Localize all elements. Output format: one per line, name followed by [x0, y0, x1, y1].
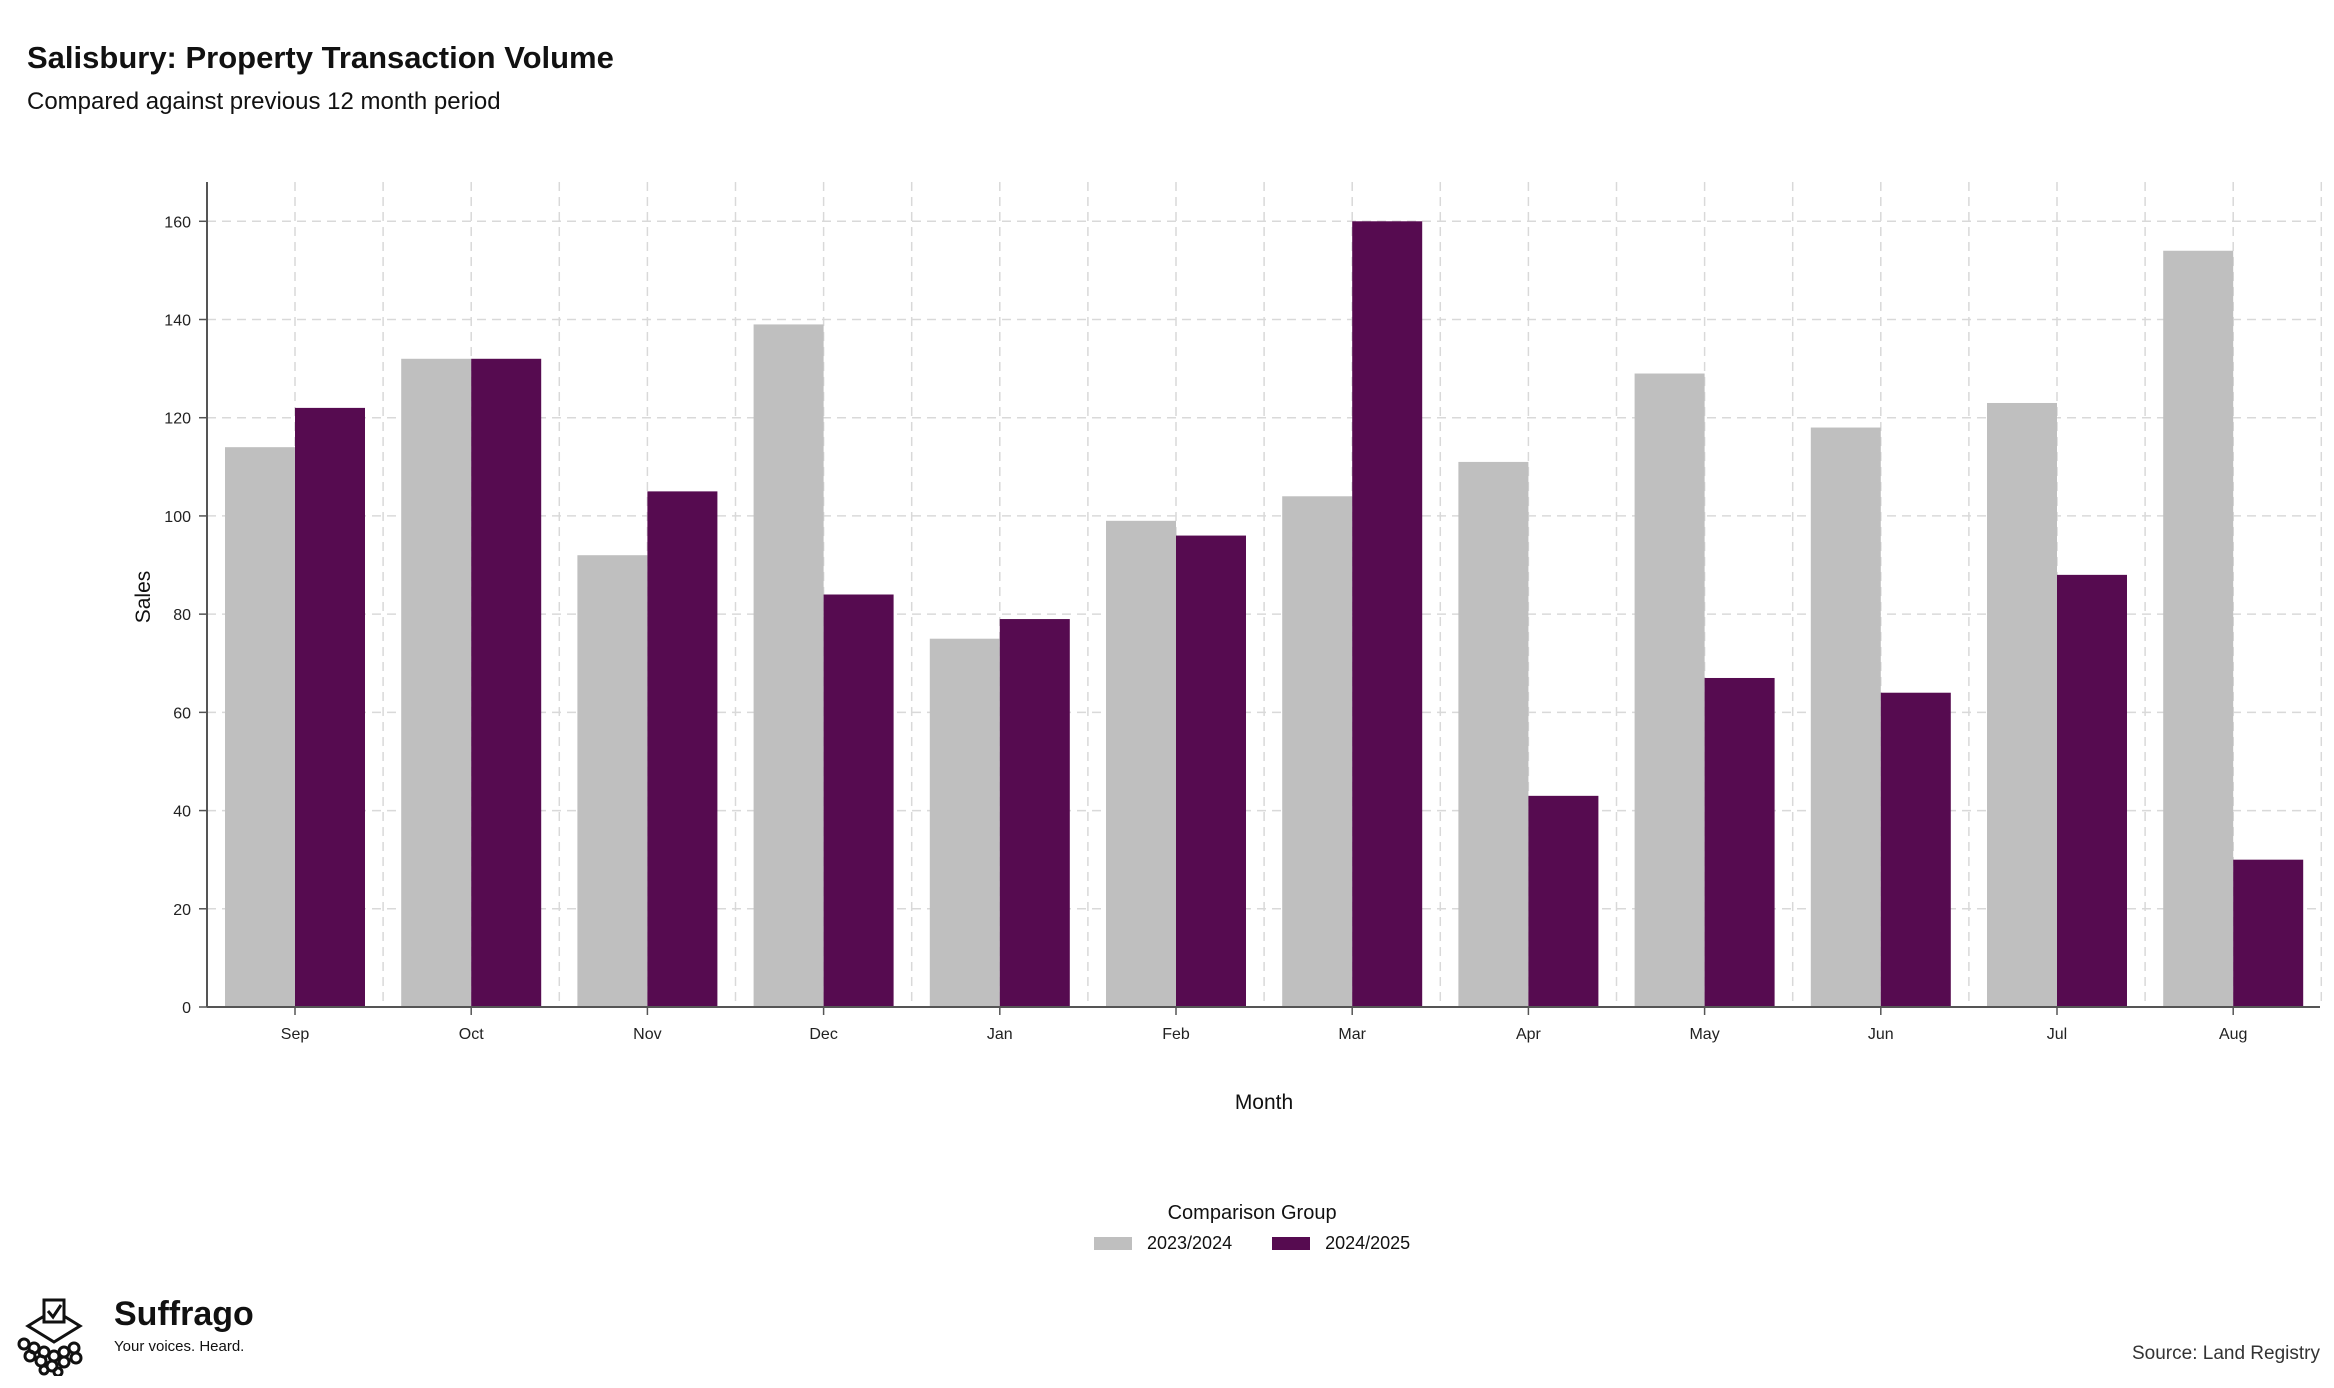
legend-item-2023-2024: 2023/2024: [1094, 1233, 1232, 1254]
y-tick-label: 100: [164, 509, 191, 526]
x-tick-label: Nov: [633, 1026, 661, 1043]
bar-2024-2025-dec: [823, 594, 894, 1007]
x-tick-label: Feb: [1162, 1026, 1190, 1043]
axes: 0 20 40 60 80 100 120 140 160 Sep Oct Nov Dec Jan Feb M…: [164, 182, 2320, 1043]
y-tick-label: 80: [173, 607, 191, 624]
bar-2023-2024-may: [1634, 373, 1705, 1008]
legend-item-2024-2025: 2024/2025: [1272, 1233, 1410, 1254]
bar-2024-2025-may: [1704, 677, 1775, 1007]
bar-2024-2025-nov: [647, 491, 718, 1007]
legend-swatch-2023-2024: [1094, 1237, 1132, 1250]
bars: [225, 221, 2304, 1008]
y-axis-label: Sales: [132, 571, 155, 624]
y-tick-label: 160: [164, 214, 191, 231]
brand-name: Suffrago: [114, 1295, 254, 1333]
legend-label-2024-2025: 2024/2025: [1325, 1233, 1411, 1253]
y-tick-label: 60: [173, 705, 191, 722]
x-tick-label: Jul: [2047, 1026, 2067, 1043]
bar-2024-2025-apr: [1528, 795, 1599, 1007]
bar-2024-2025-mar: [1352, 221, 1423, 1008]
bar-2023-2024-feb: [1106, 520, 1176, 1007]
x-tick-label: Jun: [1868, 1026, 1894, 1043]
y-tick-label: 40: [173, 804, 191, 821]
x-tick-label: Apr: [1516, 1026, 1542, 1043]
legend-label-2023-2024: 2023/2024: [1147, 1233, 1233, 1253]
bar-2023-2024-jun: [1810, 427, 1881, 1007]
bar-2023-2024-dec: [753, 324, 824, 1007]
brand-tagline: Your voices. Heard.: [114, 1338, 245, 1355]
y-tick-label: 140: [164, 313, 191, 330]
y-tick-label: 120: [164, 411, 191, 428]
brand-logo: Suffrago Your voices. Heard.: [14, 1296, 254, 1376]
x-tick-label: Sep: [281, 1026, 310, 1043]
bar-2023-2024-nov: [577, 555, 648, 1007]
bar-2024-2025-sep: [295, 407, 365, 1008]
chart-subtitle: Compared against previous 12 month perio…: [27, 88, 501, 115]
bar-2023-2024-jul: [1987, 402, 2057, 1007]
legend: Comparison Group 2023/2024 2024/2025: [1094, 1202, 1410, 1254]
y-tick-label: 20: [173, 902, 191, 919]
bar-2023-2024-mar: [1282, 496, 1353, 1007]
source-note: Source: Land Registry: [2132, 1343, 2320, 1364]
y-tick-label: 0: [182, 1000, 191, 1017]
bar-2023-2024-jan: [929, 638, 1000, 1007]
bar-2024-2025-oct: [471, 358, 542, 1007]
x-tick-label: Aug: [2219, 1026, 2247, 1043]
x-tick-label: Mar: [1338, 1026, 1366, 1043]
bar-2024-2025-jun: [1880, 692, 1951, 1007]
bar-chart: 0 20 40 60 80 100 120 140 160 Sep Oct Nov Dec Jan Feb M…: [132, 182, 2323, 1114]
x-tick-label: Oct: [459, 1026, 484, 1043]
bar-2023-2024-oct: [401, 358, 472, 1007]
chart-title: Salisbury: Property Transaction Volume: [27, 40, 614, 75]
bar-2024-2025-jan: [999, 619, 1070, 1007]
bar-2024-2025-jul: [2057, 574, 2127, 1007]
legend-title: Comparison Group: [1167, 1202, 1337, 1224]
x-tick-label: Dec: [809, 1026, 837, 1043]
x-tick-label: Jan: [987, 1026, 1013, 1043]
x-axis-label: Month: [1235, 1091, 1293, 1114]
ballot-box-icon: [17, 1298, 83, 1376]
bar-2024-2025-feb: [1176, 535, 1246, 1007]
bar-2024-2025-aug: [2233, 859, 2304, 1007]
legend-swatch-2024-2025: [1272, 1237, 1311, 1250]
bar-2023-2024-apr: [1458, 461, 1529, 1007]
x-tick-label: May: [1689, 1026, 1719, 1043]
bar-2023-2024-aug: [2163, 250, 2234, 1007]
bar-2023-2024-sep: [225, 447, 295, 1007]
